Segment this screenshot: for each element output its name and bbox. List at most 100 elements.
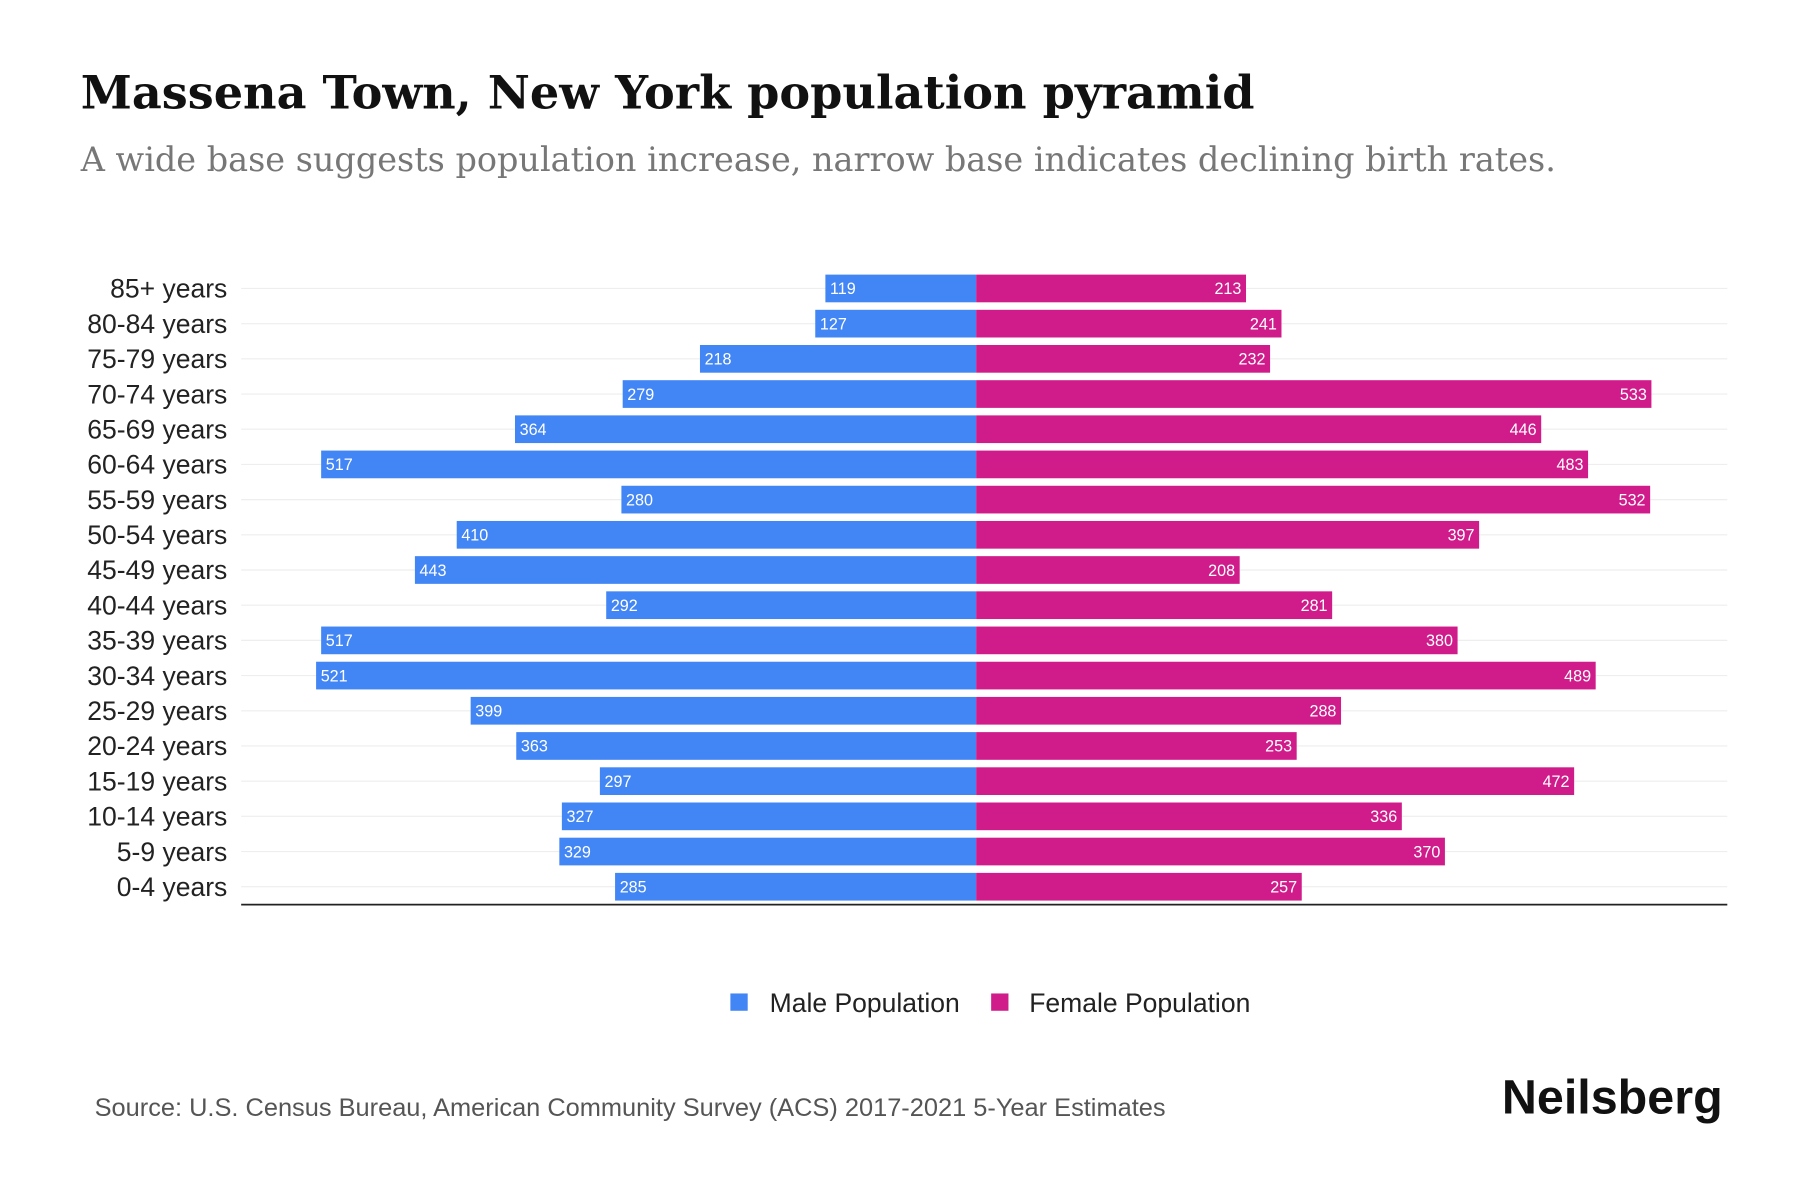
data-label-male: 218 bbox=[705, 351, 732, 369]
y-tick-label: 20-24 years bbox=[87, 731, 227, 761]
y-tick-label: 55-59 years bbox=[87, 485, 227, 515]
y-tick-label: 50-54 years bbox=[87, 520, 227, 550]
bar-male bbox=[599, 767, 977, 795]
bar-female bbox=[976, 485, 1651, 514]
data-label-female: 253 bbox=[1265, 738, 1292, 756]
chart-title: Massena Town, New York population pyrami… bbox=[81, 65, 1255, 119]
bar-female bbox=[976, 274, 1247, 303]
data-label-female: 257 bbox=[1270, 879, 1297, 897]
source-note: Source: U.S. Census Bureau, American Com… bbox=[95, 1094, 1166, 1122]
data-label-female: 380 bbox=[1426, 632, 1453, 650]
bar-female bbox=[976, 415, 1542, 444]
data-label-male: 364 bbox=[520, 421, 547, 439]
bar-male bbox=[470, 696, 977, 725]
bar-male bbox=[321, 626, 977, 655]
bar-female bbox=[976, 802, 1402, 831]
chart-subtitle: A wide base suggests population increase… bbox=[80, 140, 1556, 179]
data-label-female: 532 bbox=[1619, 491, 1646, 509]
data-label-female: 213 bbox=[1214, 280, 1241, 298]
bar-female bbox=[976, 696, 1342, 725]
data-label-male: 443 bbox=[420, 562, 447, 580]
bars: 85+ years 119 213 80-84 years 127 241 75-79 ye… bbox=[87, 274, 1652, 902]
y-tick-label: 85+ years bbox=[110, 274, 227, 304]
data-label-male: 292 bbox=[611, 597, 638, 615]
y-tick-label: 0-4 years bbox=[117, 872, 228, 902]
data-label-female: 232 bbox=[1239, 351, 1266, 369]
y-tick-label: 5-9 years bbox=[117, 837, 228, 867]
data-label-female: 241 bbox=[1250, 315, 1277, 333]
data-label-female: 472 bbox=[1543, 773, 1570, 791]
data-label-female: 208 bbox=[1208, 562, 1235, 580]
bar-male bbox=[414, 556, 977, 584]
bar-female bbox=[976, 380, 1652, 408]
bar-male bbox=[316, 661, 977, 690]
y-tick-label: 15-19 years bbox=[87, 766, 227, 796]
bar-male bbox=[825, 274, 977, 303]
y-tick-label: 35-39 years bbox=[87, 626, 227, 656]
data-label-female: 446 bbox=[1510, 421, 1537, 439]
y-tick-label: 65-69 years bbox=[87, 414, 227, 444]
bar-female bbox=[976, 591, 1333, 620]
data-label-male: 410 bbox=[461, 527, 488, 545]
bar-male bbox=[699, 345, 977, 373]
data-label-female: 288 bbox=[1309, 703, 1336, 721]
y-tick-label: 75-79 years bbox=[87, 344, 227, 374]
data-label-male: 399 bbox=[475, 703, 502, 721]
data-label-female: 533 bbox=[1620, 386, 1647, 404]
y-tick-label: 10-14 years bbox=[87, 802, 227, 832]
y-tick-label: 25-29 years bbox=[87, 696, 227, 726]
bar-male bbox=[621, 485, 977, 514]
data-label-female: 281 bbox=[1301, 597, 1328, 615]
bar-male bbox=[561, 802, 977, 831]
bar-female bbox=[976, 767, 1575, 795]
data-label-male: 285 bbox=[620, 879, 647, 897]
y-tick-label: 40-44 years bbox=[87, 590, 227, 620]
data-label-male: 521 bbox=[321, 667, 348, 685]
data-label-male: 280 bbox=[626, 491, 653, 509]
y-tick-label: 30-34 years bbox=[87, 661, 227, 691]
data-label-male: 363 bbox=[521, 738, 548, 756]
data-label-male: 517 bbox=[326, 456, 353, 474]
data-label-male: 119 bbox=[830, 280, 856, 298]
bar-male bbox=[516, 732, 977, 760]
gridlines bbox=[241, 287, 1728, 888]
bar-male bbox=[615, 872, 977, 901]
bar-male bbox=[815, 309, 977, 338]
legend-swatch-male bbox=[730, 993, 748, 1011]
data-label-male: 517 bbox=[326, 632, 353, 650]
bar-female bbox=[976, 556, 1240, 584]
data-label-male: 279 bbox=[627, 386, 654, 404]
y-tick-label: 60-64 years bbox=[87, 450, 227, 480]
bar-female bbox=[976, 520, 1480, 549]
bar-male bbox=[622, 380, 977, 408]
legend-label-male: Male Population bbox=[770, 988, 960, 1018]
data-label-male: 297 bbox=[604, 773, 631, 791]
y-tick-label: 45-49 years bbox=[87, 555, 227, 585]
bar-female bbox=[976, 837, 1445, 866]
bar-female bbox=[976, 309, 1282, 338]
data-label-female: 370 bbox=[1413, 843, 1440, 861]
bar-female bbox=[976, 661, 1596, 690]
bar-male bbox=[559, 837, 977, 866]
bar-male bbox=[456, 520, 977, 549]
bar-female bbox=[976, 872, 1302, 901]
bar-female bbox=[976, 450, 1589, 479]
data-label-male: 327 bbox=[566, 808, 593, 826]
data-label-female: 489 bbox=[1564, 667, 1591, 685]
bar-male bbox=[606, 591, 977, 620]
bar-male bbox=[321, 450, 977, 479]
data-label-male: 127 bbox=[820, 315, 847, 333]
bar-female bbox=[976, 626, 1458, 655]
bar-male bbox=[514, 415, 977, 444]
data-label-female: 336 bbox=[1370, 808, 1397, 826]
data-label-male: 329 bbox=[564, 843, 591, 861]
neilsberg-logo: Neilsberg bbox=[1502, 1070, 1723, 1124]
y-tick-label: 80-84 years bbox=[87, 309, 227, 339]
y-tick-label: 70-74 years bbox=[87, 379, 227, 409]
legend-swatch-female bbox=[991, 993, 1009, 1011]
bar-female bbox=[976, 732, 1297, 760]
legend-label-female: Female Population bbox=[1029, 988, 1250, 1018]
data-label-female: 483 bbox=[1557, 456, 1584, 474]
data-label-female: 397 bbox=[1448, 527, 1475, 545]
